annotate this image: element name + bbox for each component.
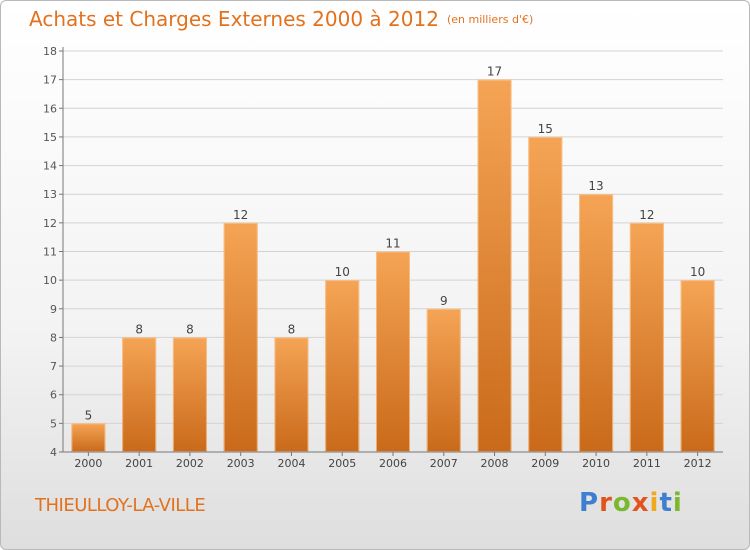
bar-2011 [629,222,664,452]
x-tick-label-2001: 2001 [125,457,153,470]
x-tick-label-2004: 2004 [277,457,305,470]
unit-label: (en milliers d'€) [446,13,534,26]
y-tick-label: 6 [50,389,57,402]
y-tick-label: 13 [43,188,57,201]
bar-2002 [172,337,207,452]
bar-2007 [426,308,461,452]
data-label-2001: 8 [135,322,143,336]
y-tick-label: 18 [43,45,57,58]
title-text: Achats et Charges Externes 2000 à 2012 [29,7,439,31]
y-tick-label: 4 [50,446,57,459]
data-label-2011: 12 [639,208,654,222]
y-tick-label: 16 [43,102,57,115]
x-tick-label-2006: 2006 [379,457,407,470]
y-tick-label: 15 [43,131,57,144]
logo-letter: t [659,488,673,518]
logo-letter: i [649,488,660,518]
data-label-2000: 5 [85,408,93,422]
x-tick-label-2003: 2003 [227,457,255,470]
bar-layer: 5 8 8 12 8 10 11 9 17 15 13 12 10 [71,65,715,453]
x-tick-label-2011: 2011 [633,457,661,470]
bar-2001 [122,337,157,452]
data-label-2008: 17 [487,65,502,79]
x-tick-label-2012: 2012 [684,457,712,470]
axis-layer: 4 5 6 7 8 9 10 11 12 13 14 15 16 17 18 2000 2001 2002 2003… [43,45,723,470]
y-tick-label: 8 [50,331,57,344]
logo-letter: P [579,488,600,518]
logo-letter: o [612,488,632,518]
data-label-2007: 9 [440,294,448,308]
bar-2012 [680,280,715,452]
chart-title: Achats et Charges Externes 2000 à 2012 (e… [29,7,533,31]
x-tick-label-2009: 2009 [531,457,559,470]
data-label-2010: 13 [588,179,603,193]
proxiti-logo[interactable]: Proxiti [579,488,683,518]
data-label-2002: 8 [186,322,194,336]
bar-2000 [71,423,106,452]
bar-2004 [274,337,309,452]
y-tick-label: 10 [43,274,57,287]
data-label-2012: 10 [690,265,705,279]
y-tick-label: 7 [50,360,57,373]
x-tick-label-2005: 2005 [328,457,356,470]
logo-letter: i [672,488,683,518]
y-tick-label: 14 [43,160,57,173]
data-label-2004: 8 [288,322,296,336]
x-tick-label-2010: 2010 [582,457,610,470]
logo-letter: r [599,488,613,518]
town-name: THIEULLOY-LA-VILLE [35,495,206,516]
y-tick-label: 11 [43,246,57,259]
bar-2008 [477,79,512,453]
data-label-2006: 11 [385,237,400,251]
logo-letter: x [631,488,650,518]
x-tick-label-2008: 2008 [481,457,509,470]
y-tick-label: 5 [50,417,57,430]
bar-2010 [579,194,614,452]
data-label-2009: 15 [538,122,553,136]
data-label-2003: 12 [233,208,248,222]
bar-2003 [223,222,258,452]
y-tick-label: 12 [43,217,57,230]
x-tick-label-2007: 2007 [430,457,458,470]
y-tick-label: 17 [43,74,57,87]
data-label-2005: 10 [335,265,350,279]
x-tick-label-2002: 2002 [176,457,204,470]
y-tick-label: 9 [50,303,57,316]
bar-2005 [325,280,360,452]
x-tick-label-2000: 2000 [74,457,102,470]
bar-2009 [528,136,563,452]
bar-2006 [376,251,410,452]
